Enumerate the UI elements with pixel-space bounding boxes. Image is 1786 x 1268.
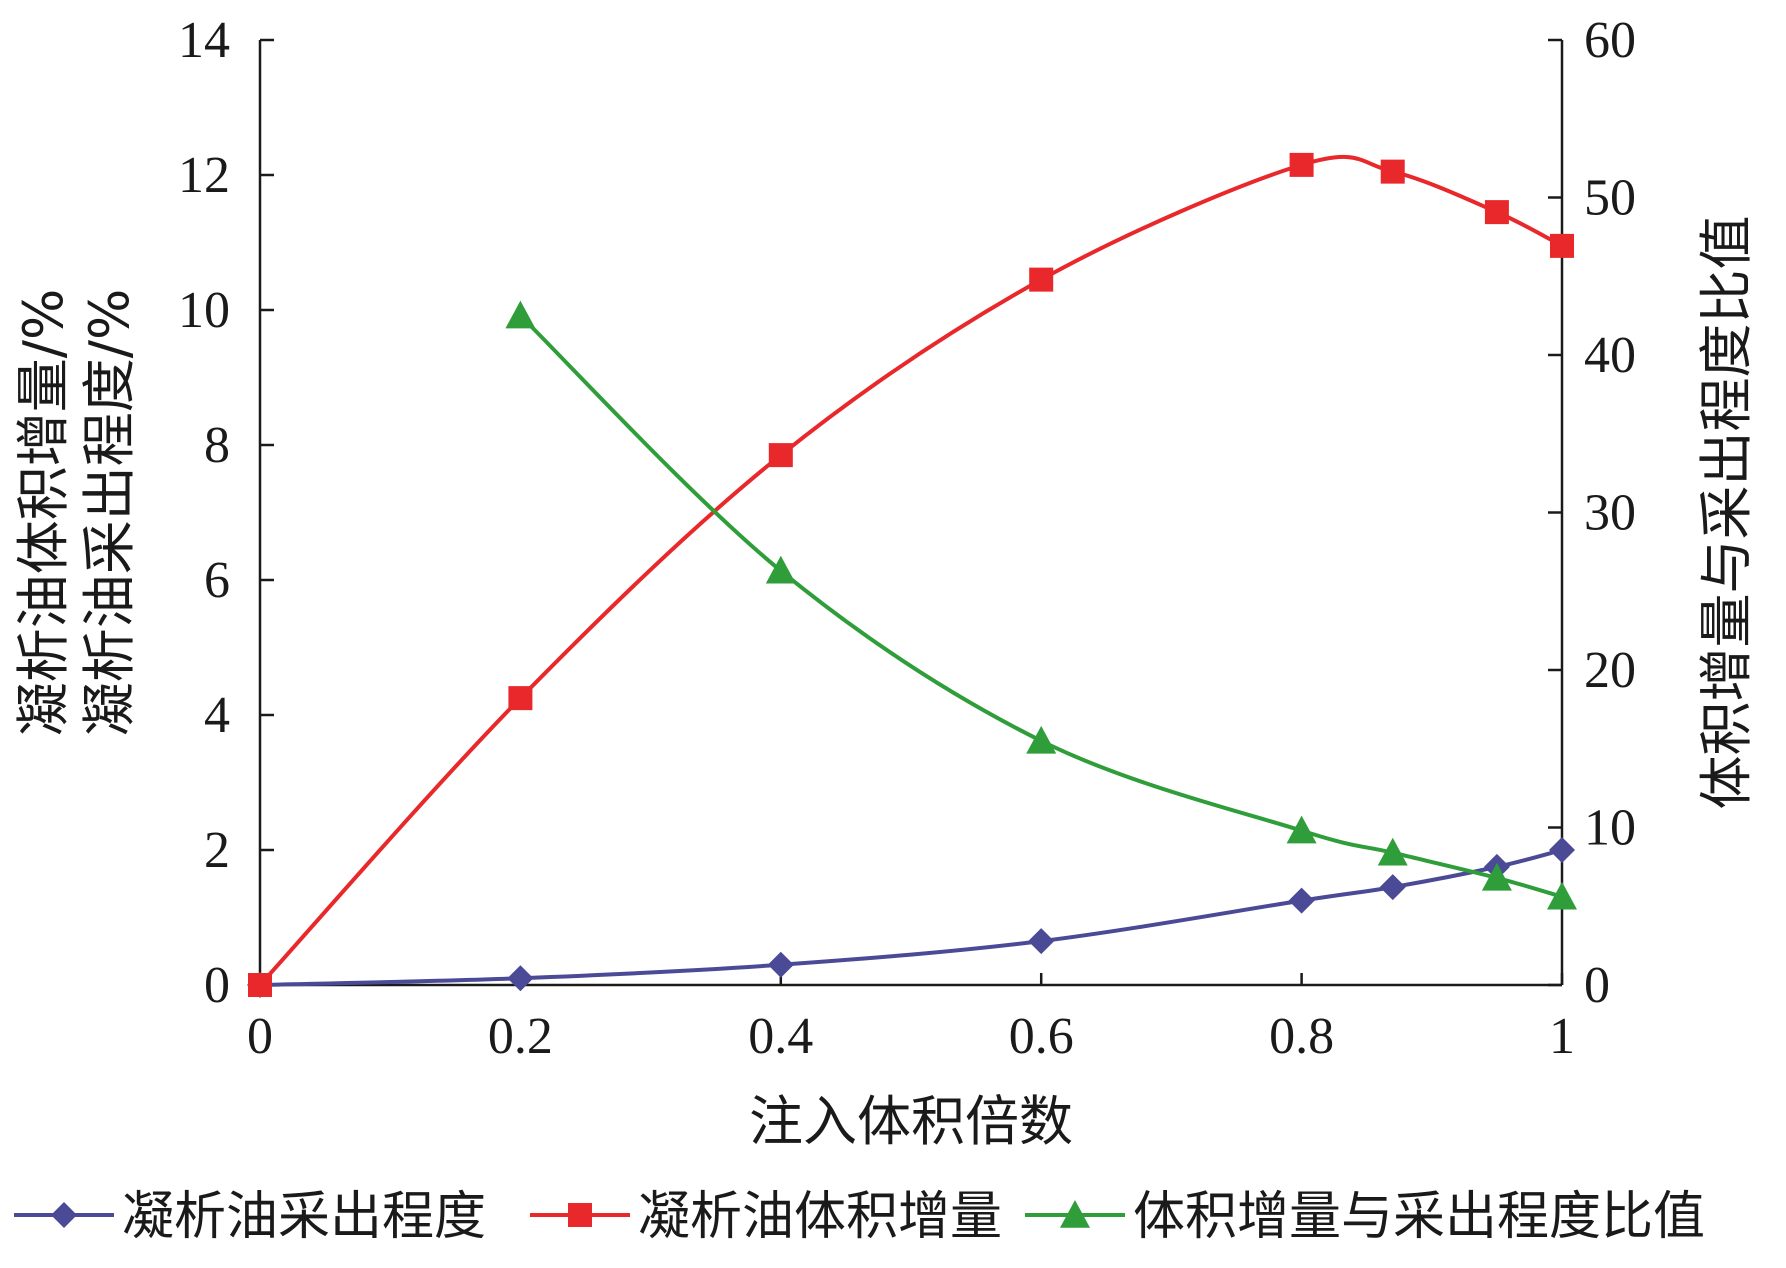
data-point-diamond (1549, 837, 1575, 863)
data-point-triangle (1547, 881, 1577, 910)
legend-label: 凝析油体积增量 (638, 1187, 1002, 1247)
data-point-diamond (1379, 874, 1406, 901)
x-tick-label: 0.2 (488, 1008, 553, 1065)
data-point-triangle (1286, 815, 1317, 844)
series-line-square (258, 154, 1563, 987)
x-axis-title: 注入体积倍数 (749, 1090, 1073, 1153)
legend-item-triangle: 体积增量与采出程度比值 (1025, 1187, 1705, 1247)
legend-item-diamond: 凝析油采出程度 (14, 1187, 486, 1247)
x-tick-label: 0.4 (748, 1008, 813, 1065)
legend-marker-square (568, 1203, 592, 1227)
series-square (248, 152, 1574, 997)
y-left-axis-title-2: 凝析油采出程度/% (78, 289, 141, 737)
x-tick-label: 0.6 (1009, 1008, 1074, 1065)
data-point-diamond (507, 965, 534, 992)
data-point-triangle (765, 555, 796, 584)
legend-marker-triangle (1060, 1200, 1090, 1228)
x-tick-label: 0 (247, 1008, 273, 1065)
y-left-tick-label: 10 (178, 282, 230, 339)
y-right-tick-label: 20 (1584, 642, 1636, 699)
data-point-square (1029, 267, 1054, 292)
axis-labels: 注入体积倍数 凝析油体积增量/% 凝析油采出程度/% 体积增量与采出程度比值 (12, 216, 1758, 1154)
legend-label: 凝析油采出程度 (122, 1187, 486, 1247)
y-left-tick-label: 6 (204, 552, 230, 609)
data-point-triangle (1481, 862, 1512, 891)
data-point-square (508, 686, 533, 711)
legend-item-square: 凝析油体积增量 (530, 1187, 1002, 1247)
series-line-diamond (259, 848, 1563, 987)
y-left-tick-label: 14 (178, 12, 230, 69)
y-right-tick-label: 10 (1584, 800, 1636, 857)
y-right-axis-title: 体积增量与采出程度比值 (1695, 216, 1758, 810)
y-left-axis-title-1: 凝析油体积增量/% (12, 289, 75, 737)
y-left-tick-label: 0 (204, 957, 230, 1014)
series-diamond (247, 837, 1575, 998)
y-right-tick-label: 0 (1584, 957, 1610, 1014)
legend-label: 体积增量与采出程度比值 (1133, 1187, 1705, 1247)
data-point-diamond (1288, 887, 1315, 914)
y-left-tick-label: 8 (204, 417, 230, 474)
data-point-triangle (505, 300, 536, 329)
y-right-tick-label: 40 (1584, 327, 1636, 384)
data-point-square (768, 443, 793, 468)
legend-marker-diamond (51, 1202, 77, 1228)
data-point-square (248, 973, 272, 997)
x-tick-label: 1 (1549, 1008, 1575, 1065)
legend: 凝析油采出程度 凝析油体积增量 体积增量与采出程度比值 (14, 1187, 1705, 1247)
y-right-tick-label: 50 (1584, 170, 1636, 227)
series-line-triangle (519, 314, 1563, 899)
y-left-tick-label: 12 (178, 147, 230, 204)
y-right-tick-label: 30 (1584, 485, 1636, 542)
data-point-diamond (1028, 928, 1055, 955)
series-triangle (505, 300, 1577, 910)
data-point-triangle (1026, 725, 1057, 754)
data-point-square (1550, 233, 1574, 258)
x-tick-label: 0.8 (1269, 1008, 1334, 1065)
y-right-tick-label: 60 (1584, 12, 1636, 69)
series-layer (247, 152, 1577, 998)
data-point-square (1484, 200, 1509, 225)
data-point-square (1380, 159, 1405, 184)
data-point-triangle (1377, 837, 1408, 866)
y-left-tick-label: 4 (204, 687, 230, 744)
data-point-diamond (767, 951, 794, 978)
data-point-square (1289, 152, 1314, 177)
y-left-tick-label: 2 (204, 822, 230, 879)
